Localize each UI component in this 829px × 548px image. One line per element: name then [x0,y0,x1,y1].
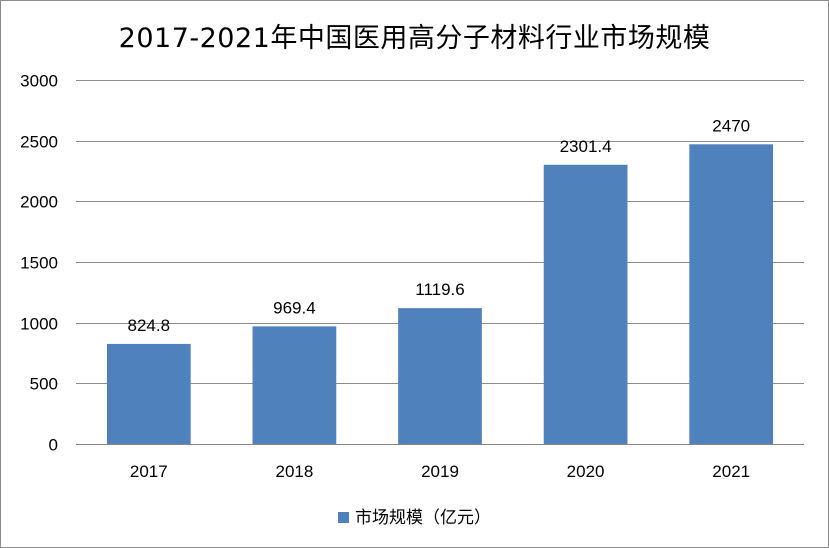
x-tick-label: 2017 [130,462,168,481]
y-tick-label: 1500 [20,254,58,273]
x-axis-ticks: 2017 2018 2019 2020 2021 [130,462,750,481]
legend: 市场规模（亿元） [0,503,829,528]
bar [252,326,337,444]
data-labels: 824.8 969.4 1119.6 2301.4 2470 [128,116,751,335]
y-tick-label: 2000 [20,193,58,212]
y-tick-label: 0 [49,436,58,455]
y-tick-label: 3000 [20,72,58,91]
bar [689,144,774,444]
bar [106,343,191,444]
bars [106,144,774,444]
data-label: 2470 [712,116,750,135]
bar [543,164,628,444]
x-tick-label: 2020 [567,462,605,481]
data-label: 1119.6 [415,280,464,299]
y-axis-ticks: 0 500 1000 1500 2000 2500 3000 [20,72,58,455]
y-tick-label: 500 [30,375,58,394]
y-tick-label: 1000 [20,315,58,334]
chart-title: 2017-2021年中国医用高分子材料行业市场规模 [118,23,711,54]
legend-label: 市场规模（亿元） [355,508,491,528]
data-label: 969.4 [273,298,316,317]
data-label: 824.8 [128,316,171,335]
x-tick-label: 2021 [712,462,750,481]
legend-swatch [338,512,349,523]
x-tick-label: 2019 [421,462,459,481]
bar [398,308,482,444]
data-label: 2301.4 [560,137,612,156]
y-tick-label: 2500 [20,133,58,152]
x-tick-label: 2018 [275,462,313,481]
